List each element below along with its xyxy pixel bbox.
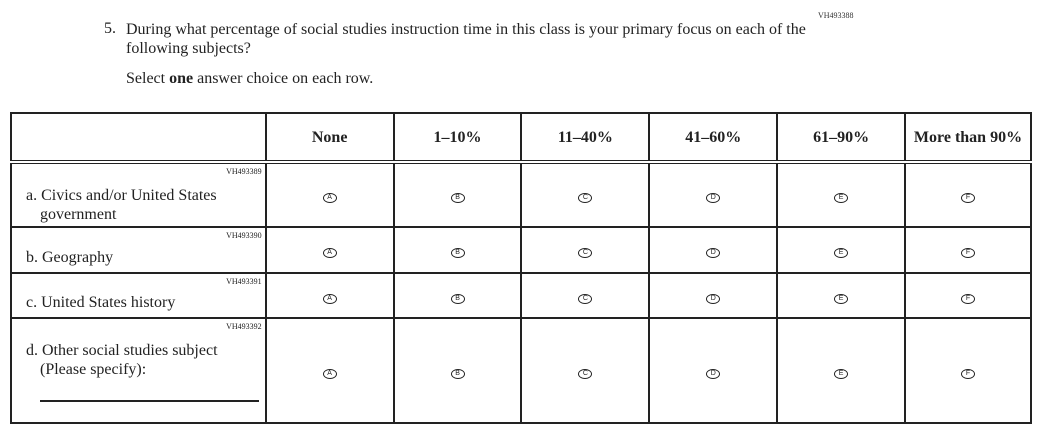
question-code: VH493388 <box>818 11 854 20</box>
answer-bubble-d[interactable]: D <box>706 248 721 258</box>
answer-bubble-d[interactable]: D <box>706 293 721 304</box>
answer-cell: E <box>776 317 906 424</box>
answer-cell: A <box>264 226 395 274</box>
row-label: c. United States history <box>26 294 176 311</box>
answer-bubble-a[interactable]: A <box>322 193 337 203</box>
answer-cell: E <box>776 272 906 319</box>
answer-bubble-d[interactable]: D <box>706 193 721 203</box>
table-row: VH493390 b. Geography A B C D E F <box>10 226 1033 274</box>
answer-cell: F <box>903 226 1033 274</box>
table-row: VH493391 c. United States history A B C D E F <box>10 272 1033 319</box>
answer-bubble-e[interactable]: E <box>834 193 849 203</box>
column-header: 11–40% <box>520 112 651 164</box>
answer-bubble-c[interactable]: C <box>578 293 593 304</box>
row-code: VH493391 <box>226 277 262 286</box>
column-header: More than 90% <box>903 112 1033 164</box>
answer-cell: C <box>520 317 651 424</box>
answer-cell: F <box>903 161 1033 228</box>
answer-bubble-b[interactable]: B <box>450 248 465 258</box>
answer-cell: B <box>392 317 523 424</box>
answer-bubble-b[interactable]: B <box>450 193 465 203</box>
answer-bubble-e[interactable]: E <box>834 248 849 258</box>
question-number: 5. <box>104 20 116 37</box>
answer-bubble-d[interactable]: D <box>706 368 721 379</box>
answer-bubble-e[interactable]: E <box>834 368 849 379</box>
answer-cell: A <box>264 161 395 228</box>
instruction: Select one answer choice on each row. <box>126 70 373 88</box>
row-label-cell: VH493389 a. Civics and/or United States g… <box>10 161 267 228</box>
answer-bubble-f[interactable]: F <box>960 248 975 258</box>
answer-bubble-f[interactable]: F <box>960 293 975 304</box>
answer-bubble-c[interactable]: C <box>578 248 593 258</box>
table-row: VH493392 d. Other social studies subject … <box>10 317 1033 424</box>
answer-cell: E <box>776 226 906 274</box>
row-code: VH493392 <box>226 322 262 331</box>
answer-bubble-b[interactable]: B <box>450 368 465 379</box>
answer-bubble-c[interactable]: C <box>578 193 593 203</box>
answer-bubble-a[interactable]: A <box>322 248 337 258</box>
answer-cell: D <box>648 317 779 424</box>
column-header: 61–90% <box>776 112 906 164</box>
instruction-pre: Select <box>126 70 170 87</box>
answer-bubble-e[interactable]: E <box>834 293 849 304</box>
row-label-cell: VH493392 d. Other social studies subject … <box>10 317 267 424</box>
row-label-cell: VH493390 b. Geography <box>10 226 267 274</box>
answer-cell: A <box>264 317 395 424</box>
answer-bubble-a[interactable]: A <box>322 368 337 379</box>
answer-bubble-f[interactable]: F <box>960 193 975 203</box>
answer-cell: F <box>903 317 1033 424</box>
answer-bubble-f[interactable]: F <box>960 368 975 379</box>
header-blank <box>10 112 267 164</box>
answer-cell: B <box>392 161 523 228</box>
answer-cell: C <box>520 161 651 228</box>
row-label: a. Civics and/or United States governmen… <box>26 187 217 223</box>
row-label-cell: VH493391 c. United States history <box>10 272 267 319</box>
response-grid: None 1–10% 11–40% 41–60% 61–90% More than 90%… <box>10 112 1033 424</box>
specify-input-line[interactable] <box>40 400 259 402</box>
instruction-bold: one <box>169 70 194 87</box>
answer-cell: D <box>648 161 779 228</box>
column-header: 41–60% <box>648 112 779 164</box>
answer-cell: D <box>648 226 779 274</box>
answer-bubble-a[interactable]: A <box>322 293 337 304</box>
answer-cell: D <box>648 272 779 319</box>
answer-bubble-b[interactable]: B <box>450 293 465 304</box>
instruction-post: answer choice on each row. <box>193 70 374 87</box>
answer-bubble-c[interactable]: C <box>578 368 593 379</box>
question-text: During what percentage of social studies… <box>126 21 806 57</box>
answer-cell: F <box>903 272 1033 319</box>
table-row: VH493389 a. Civics and/or United States g… <box>10 161 1033 228</box>
row-label: d. Other social studies subject (Please … <box>26 342 218 378</box>
answer-cell: A <box>264 272 395 319</box>
column-header: None <box>264 112 395 164</box>
answer-cell: C <box>520 272 651 319</box>
answer-cell: E <box>776 161 906 228</box>
row-code: VH493389 <box>226 167 262 176</box>
answer-cell: C <box>520 226 651 274</box>
column-header: 1–10% <box>392 112 523 164</box>
row-code: VH493390 <box>226 231 262 240</box>
answer-cell: B <box>392 272 523 319</box>
answer-cell: B <box>392 226 523 274</box>
row-label: b. Geography <box>26 249 114 266</box>
